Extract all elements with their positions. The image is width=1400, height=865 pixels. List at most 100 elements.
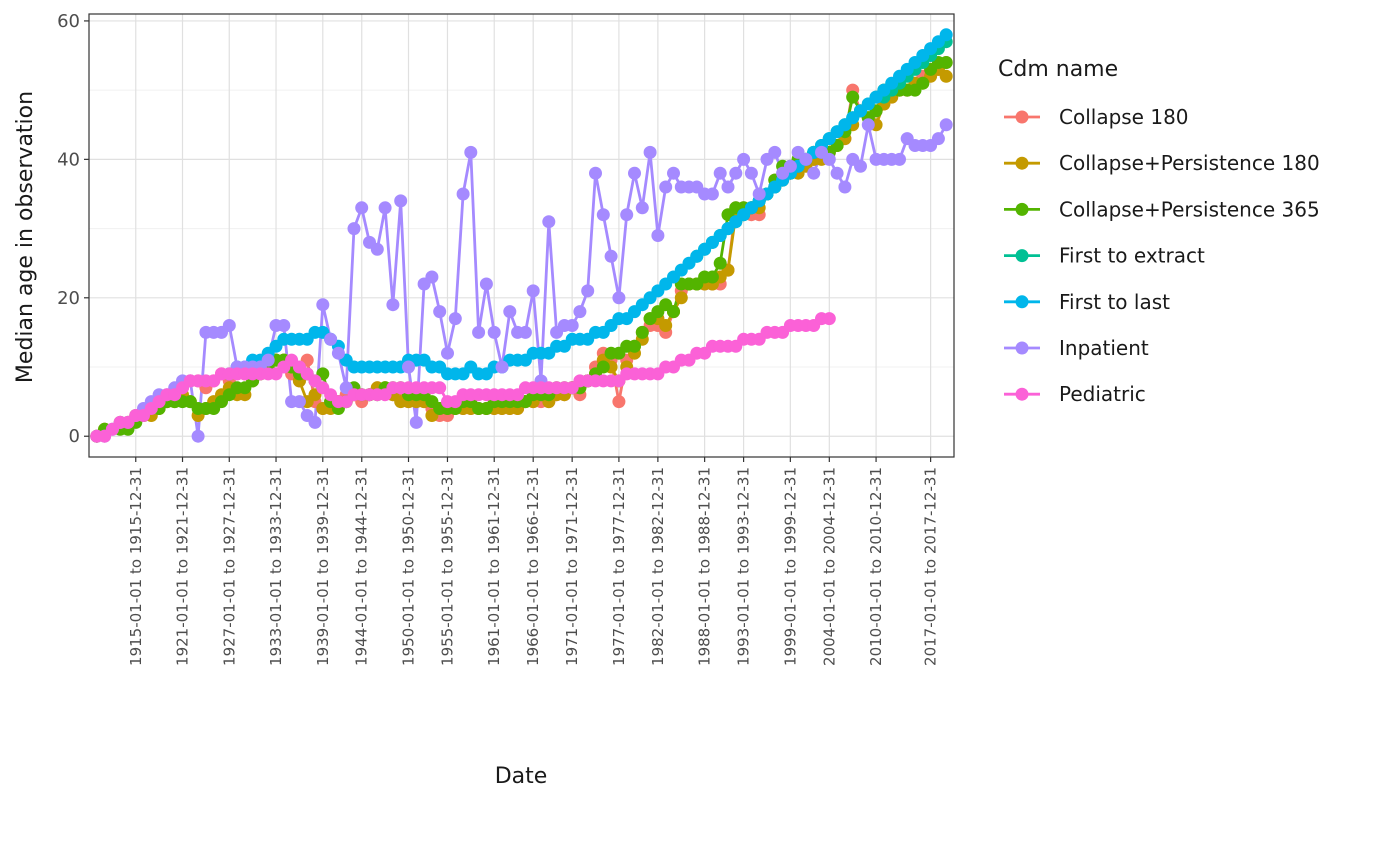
data-point xyxy=(573,305,587,319)
data-point xyxy=(861,118,875,132)
data-point xyxy=(713,166,727,180)
data-point xyxy=(659,319,673,332)
data-point xyxy=(659,180,673,194)
data-point xyxy=(596,208,610,222)
data-point xyxy=(612,395,626,409)
data-point xyxy=(799,152,813,166)
data-point xyxy=(721,180,735,194)
y-axis: 0 20 40 60 xyxy=(57,11,89,447)
legend-item: First to extract xyxy=(1004,244,1205,268)
legend-key-point xyxy=(1015,249,1029,263)
legend-label: Collapse+Persistence 180 xyxy=(1059,151,1320,175)
data-point xyxy=(651,229,665,242)
x-tick-label: 1966-01-01 to 1966-12-31 xyxy=(524,467,542,666)
legend-label: Inpatient xyxy=(1059,336,1149,360)
x-tick-label: 1988-01-01 to 1988-12-31 xyxy=(696,467,714,666)
data-point xyxy=(737,152,751,166)
data-point xyxy=(807,166,821,180)
legend-item: Collapse+Persistence 180 xyxy=(1004,151,1320,175)
data-point xyxy=(347,222,361,236)
data-point xyxy=(822,312,836,326)
data-point xyxy=(292,395,306,409)
x-tick-label: 1961-01-01 to 1961-12-31 xyxy=(485,467,503,666)
data-point xyxy=(456,187,470,201)
data-point xyxy=(542,215,556,229)
data-point xyxy=(628,339,641,353)
data-point xyxy=(916,76,930,90)
data-point xyxy=(643,145,657,159)
x-tick-label: 1939-01-01 to 1939-12-31 xyxy=(314,467,332,666)
x-tick-label: 1977-01-01 to 1977-12-31 xyxy=(610,467,628,666)
data-point xyxy=(370,242,384,256)
legend-key-point xyxy=(1015,295,1029,309)
legend-key-point xyxy=(1015,387,1029,401)
data-point xyxy=(441,346,454,360)
data-point xyxy=(191,429,205,443)
data-point xyxy=(433,381,447,395)
data-point xyxy=(705,187,719,201)
data-point xyxy=(939,69,953,83)
data-point xyxy=(667,305,680,319)
legend-label: First to extract xyxy=(1059,244,1205,268)
panel-border xyxy=(88,13,955,458)
series-points-pediatric xyxy=(90,312,836,443)
data-point xyxy=(589,166,602,180)
legend-label: Pediatric xyxy=(1059,382,1146,406)
x-tick-label: 1999-01-01 to 1999-12-31 xyxy=(781,467,799,666)
data-point xyxy=(565,319,579,332)
data-point xyxy=(518,325,532,339)
data-point xyxy=(425,270,439,284)
data-point xyxy=(838,180,852,194)
data-point xyxy=(939,56,953,69)
data-point xyxy=(378,201,392,215)
x-tick-label: 1950-01-01 to 1950-12-31 xyxy=(400,467,418,666)
legend-key-point xyxy=(1015,110,1029,124)
data-point xyxy=(822,152,836,166)
data-point xyxy=(316,298,330,312)
data-point xyxy=(386,298,400,312)
data-point xyxy=(846,90,860,104)
data-point xyxy=(526,284,540,298)
x-tick-label: 2017-01-01 to 2017-12-31 xyxy=(922,467,940,666)
data-point xyxy=(667,166,680,180)
data-point xyxy=(705,270,719,284)
series-points xyxy=(90,28,953,443)
legend-title: Cdm name xyxy=(998,57,1118,82)
data-point xyxy=(893,152,906,166)
x-tick-label: 1915-01-01 to 1915-12-31 xyxy=(127,467,145,666)
data-point xyxy=(487,325,501,339)
data-point xyxy=(854,159,867,173)
y-tick-label: 20 xyxy=(57,288,80,309)
data-point xyxy=(620,208,634,222)
data-point xyxy=(355,201,369,215)
legend-key-point xyxy=(1015,341,1029,355)
x-tick-label: 1955-01-01 to 1955-12-31 xyxy=(438,467,456,666)
x-tick-label: 1971-01-01 to 1971-12-31 xyxy=(563,467,581,666)
data-point xyxy=(744,166,758,180)
data-point xyxy=(472,325,486,339)
legend: Cdm name Collapse 180 Collapse+Persistenc… xyxy=(998,57,1320,406)
data-point xyxy=(503,305,517,319)
legend-item: Inpatient xyxy=(1004,336,1149,360)
data-point xyxy=(713,256,727,270)
legend-item: First to last xyxy=(1004,290,1170,314)
data-point xyxy=(581,284,595,298)
x-tick-label: 1921-01-01 to 1921-12-31 xyxy=(174,467,192,666)
y-axis-title: Median age in observation xyxy=(13,91,38,383)
y-tick-label: 0 xyxy=(69,426,80,447)
data-point xyxy=(402,360,415,374)
data-point xyxy=(604,249,618,263)
x-tick-label: 1933-01-01 to 1933-12-31 xyxy=(267,467,285,666)
data-point xyxy=(931,132,945,146)
y-tick-label: 60 xyxy=(57,11,80,32)
x-tick-label: 2004-01-01 to 2004-12-31 xyxy=(820,467,838,666)
legend-item: Pediatric xyxy=(1004,382,1146,406)
data-point xyxy=(448,312,462,326)
data-point xyxy=(479,277,493,291)
data-point xyxy=(464,145,478,159)
data-point xyxy=(939,28,953,42)
data-point xyxy=(261,353,275,367)
data-point xyxy=(222,319,236,332)
data-point xyxy=(635,201,649,215)
data-point xyxy=(939,118,953,132)
